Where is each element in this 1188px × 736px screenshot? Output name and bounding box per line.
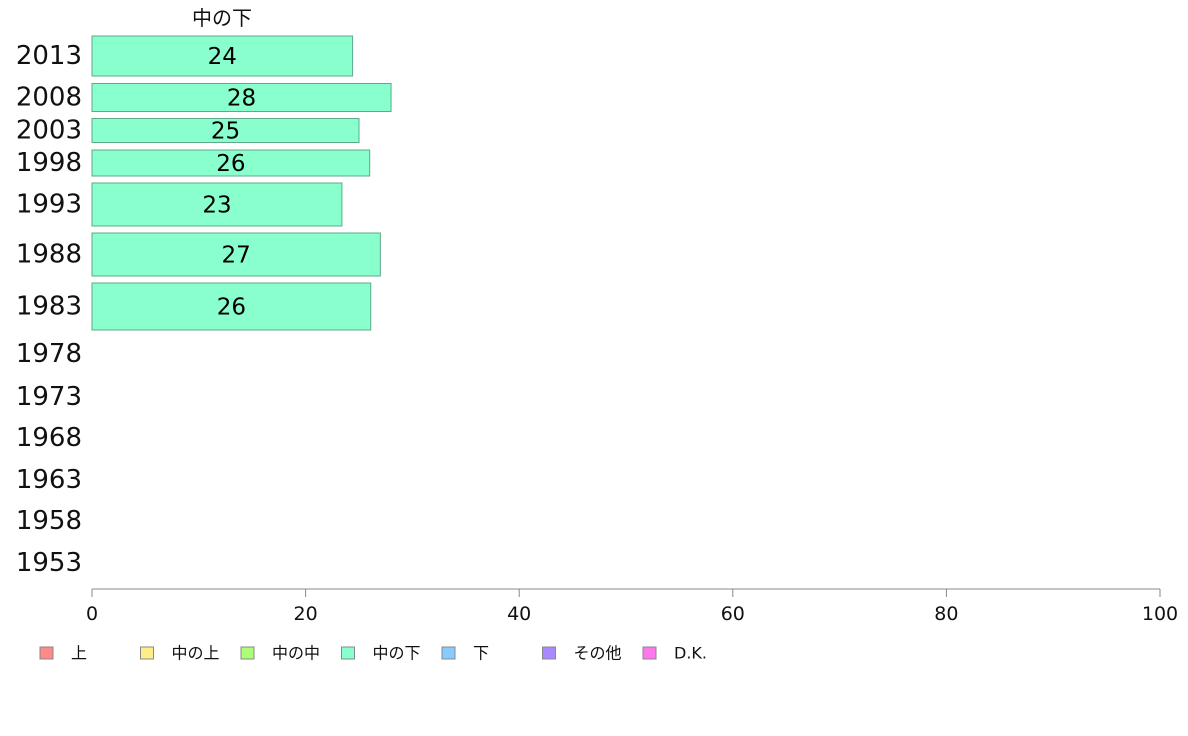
legend-label-6: D.K. [674, 644, 707, 663]
category-label-1983: 1983 [16, 292, 82, 322]
data-label-2008: 28 [227, 86, 256, 112]
legend-label-2: 中の中 [272, 644, 320, 663]
x-tick-label-80: 80 [934, 603, 958, 625]
legend-label-5: その他 [574, 644, 622, 663]
legend-swatch-2 [240, 646, 255, 660]
x-tick-label-100: 100 [1142, 603, 1178, 625]
data-label-1983: 26 [217, 295, 246, 321]
data-label-2003: 25 [211, 119, 240, 145]
category-label-1993: 1993 [16, 190, 82, 220]
legend-swatch-4 [441, 646, 456, 660]
bar-1998 [91, 149, 371, 177]
x-tick-label-40: 40 [507, 603, 531, 625]
category-label-1978: 1978 [16, 339, 82, 369]
x-tick-label-0: 0 [86, 603, 98, 625]
x-tick-label-20: 20 [294, 603, 318, 625]
legend-label-0: 上 [71, 644, 87, 663]
legend-label-4: 下 [473, 644, 489, 663]
legend-swatch-5 [542, 646, 556, 660]
legend-label-3: 中の下 [373, 644, 421, 663]
bar-2008 [91, 83, 392, 112]
bar-2003 [91, 118, 360, 143]
bars: 24 28 25 26 23 27 26 [91, 35, 392, 331]
legend-swatch-1 [140, 646, 154, 660]
category-label-2013: 2013 [16, 41, 82, 71]
series-title: 中の下 [192, 6, 252, 30]
bar-1988 [91, 232, 381, 277]
data-label-1993: 23 [202, 193, 231, 219]
x-axis: 0 20 40 60 80 100 [86, 588, 1178, 625]
category-label-1958: 1958 [16, 506, 82, 536]
series-title-layer: 中の下 [192, 6, 252, 30]
category-label-1968: 1968 [16, 423, 82, 453]
bar-1983 [91, 282, 372, 331]
bar-1993 [91, 182, 343, 227]
legend-swatch-6 [642, 646, 657, 660]
category-label-1998: 1998 [16, 148, 82, 178]
legend-swatch-3 [341, 646, 355, 660]
category-label-2003: 2003 [16, 116, 82, 146]
data-label-1988: 27 [222, 243, 251, 269]
bar-2013 [91, 35, 354, 77]
category-label-1953: 1953 [16, 548, 82, 578]
legend-label-1: 中の上 [172, 644, 220, 663]
category-label-2008: 2008 [16, 83, 82, 113]
data-label-2013: 24 [208, 44, 237, 70]
legend-swatch-0 [39, 646, 54, 660]
legend: 上 中の上 中の中 中の下 下 その他 D.K. [39, 644, 707, 663]
category-label-1973: 1973 [16, 382, 82, 412]
x-tick-label-60: 60 [721, 603, 745, 625]
category-label-1988: 1988 [16, 240, 82, 270]
data-label-1998: 26 [216, 151, 245, 177]
category-label-1963: 1963 [16, 465, 82, 495]
